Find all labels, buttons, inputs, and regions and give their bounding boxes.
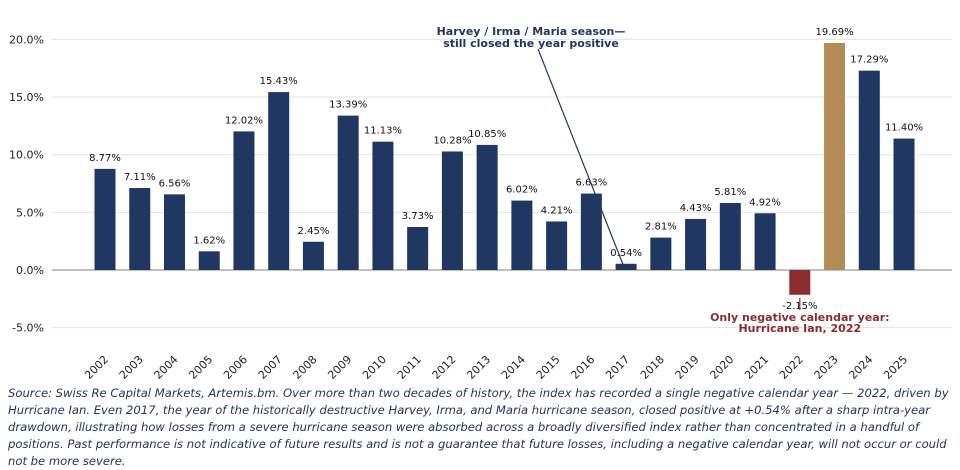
y-tick-label: 15.0% [9,91,44,104]
bar-value-label: 1.62% [193,235,225,246]
x-tick-label: 2023 [812,353,841,380]
bar-value-label: 8.77% [89,153,121,164]
bar-value-label: 11.13% [364,126,402,137]
y-tick-label: 5.0% [16,206,44,219]
bar-2018 [650,237,672,270]
bar-value-label: 3.73% [402,211,434,222]
bar-value-label: 2.45% [298,226,330,237]
x-tick-label: 2003 [117,353,146,380]
bar-value-label: 15.43% [260,76,298,87]
bar-2024 [858,70,880,270]
bar-value-label: 12.02% [225,115,263,126]
y-tick-label: 20.0% [9,33,44,46]
bar-2022 [789,270,811,295]
x-tick-label: 2002 [82,353,111,380]
annotation-harvey-irma-maria: still closed the year positive [443,37,619,50]
bar-2005 [198,251,220,270]
bar-2020 [719,203,741,270]
x-tick-label: 2018 [638,353,667,380]
y-tick-label: 10.0% [9,149,44,162]
x-tick-label: 2024 [846,353,875,380]
x-tick-label: 2006 [221,353,250,380]
bar-2007 [268,92,290,270]
bar-2014 [511,200,533,270]
x-tick-label: 2020 [707,353,736,380]
bar-value-label: 11.40% [885,123,923,134]
x-tick-label: 2007 [256,353,285,380]
bar-2008 [302,241,324,270]
bar-2006 [233,131,255,270]
x-tick-label: 2025 [881,353,910,380]
x-tick-label: 2008 [291,353,320,380]
bar-value-label: 0.54% [610,248,642,259]
bar-value-label: 13.39% [329,100,367,111]
bar-2012 [441,151,463,270]
bar-2015 [546,221,568,270]
bar-2017 [615,263,637,270]
bar-value-label: 6.56% [159,178,191,189]
annotation-hurricane-ian: Only negative calendar year: [710,311,889,324]
x-tick-label: 2011 [395,353,424,380]
x-tick-label: 2021 [742,353,771,380]
x-tick-label: 2015 [534,353,563,380]
y-axis-ticks: -5.0% 0.0% 5.0% 10.0% 15.0% 20.0% [9,33,44,334]
x-tick-label: 2010 [360,353,389,380]
x-tick-label: 2004 [152,353,181,380]
bar-value-label: 4.21% [541,205,573,216]
annotations: Harvey / Irma / Maria season—still close… [437,25,890,335]
x-tick-label: 2014 [499,353,528,380]
bar-2013 [476,144,498,270]
bar-2019 [685,218,707,270]
x-tick-label: 2013 [464,353,493,380]
bars [94,42,915,295]
annotation-harvey-irma-maria: Harvey / Irma / Maria season— [437,25,626,38]
bar-value-label: 19.69% [815,27,853,38]
bar-value-label: 2.81% [645,222,677,233]
y-tick-label: 0.0% [16,264,44,277]
x-axis-ticks: 2002 2003 2004 2005 2006 2007 2008 2009 2010 2011… [82,353,910,380]
bar-2011 [407,226,429,270]
bar-value-label: 10.85% [468,129,506,140]
bar-value-label: 4.43% [680,203,712,214]
bar-2025 [893,138,915,270]
bar-2002 [94,168,116,270]
bar-value-label: 17.29% [850,55,888,66]
x-tick-label: 2009 [325,353,354,380]
bar-2004 [163,194,185,270]
x-tick-label: 2016 [568,353,597,380]
bar-2023 [824,42,846,270]
bar-2003 [129,188,151,270]
bar-value-label: 6.02% [506,185,538,196]
bar-value-label: 10.28% [433,135,471,146]
bar-value-label: 4.92% [749,197,781,208]
annotation-arrow-2017 [537,48,626,270]
bar-2016 [580,193,602,270]
x-tick-label: 2012 [430,353,459,380]
bar-2009 [337,115,359,270]
annotation-hurricane-ian: Hurricane Ian, 2022 [738,322,861,335]
x-tick-label: 2022 [777,353,806,380]
bar-2021 [754,213,776,270]
x-tick-label: 2005 [186,353,215,380]
x-tick-label: 2019 [673,353,702,380]
bar-2010 [372,141,394,270]
bar-value-label: 5.81% [714,187,746,198]
x-tick-label: 2017 [603,353,632,380]
source-caption: Source: Swiss Re Capital Markets, Artemi… [8,386,949,468]
bar-value-label: 7.11% [124,172,156,183]
annual-returns-bar-chart: -5.0%0.0%5.0%10.0%15.0%20.0% 8.77%7.11%6… [9,25,952,380]
y-tick-label: -5.0% [12,322,44,335]
